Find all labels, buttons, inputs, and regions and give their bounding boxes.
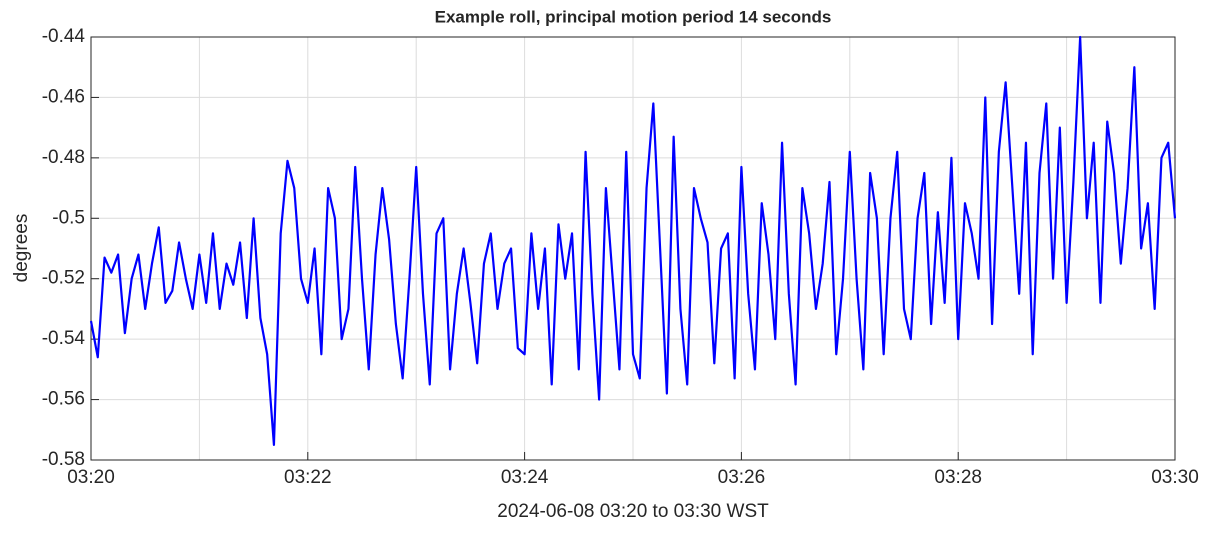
y-tick-label: -0.44: [42, 26, 86, 47]
x-tick-label: 03:30: [1151, 467, 1199, 488]
y-tick-label: -0.54: [42, 328, 86, 349]
y-axis-label: degrees: [11, 214, 32, 283]
y-tick-label: -0.48: [42, 147, 85, 168]
y-tick-label: -0.52: [42, 268, 85, 289]
y-tick-label: -0.56: [42, 389, 85, 410]
x-tick-label: 03:24: [501, 467, 549, 488]
y-tick-label: -0.5: [52, 207, 85, 228]
y-tick-label: -0.58: [42, 449, 85, 470]
x-tick-label: 03:22: [284, 467, 332, 488]
y-tick-label: -0.46: [42, 86, 85, 107]
x-tick-label: 03:26: [718, 467, 766, 488]
plot-frame: [90, 36, 1176, 461]
x-axis-label: 2024-06-08 03:20 to 03:30 WST: [497, 501, 769, 522]
x-tick-label: 03:28: [934, 467, 982, 488]
x-tick-label: 03:20: [67, 467, 115, 488]
data-line: [89, 35, 1177, 446]
chart-title: Example roll, principal motion period 14…: [435, 7, 832, 26]
